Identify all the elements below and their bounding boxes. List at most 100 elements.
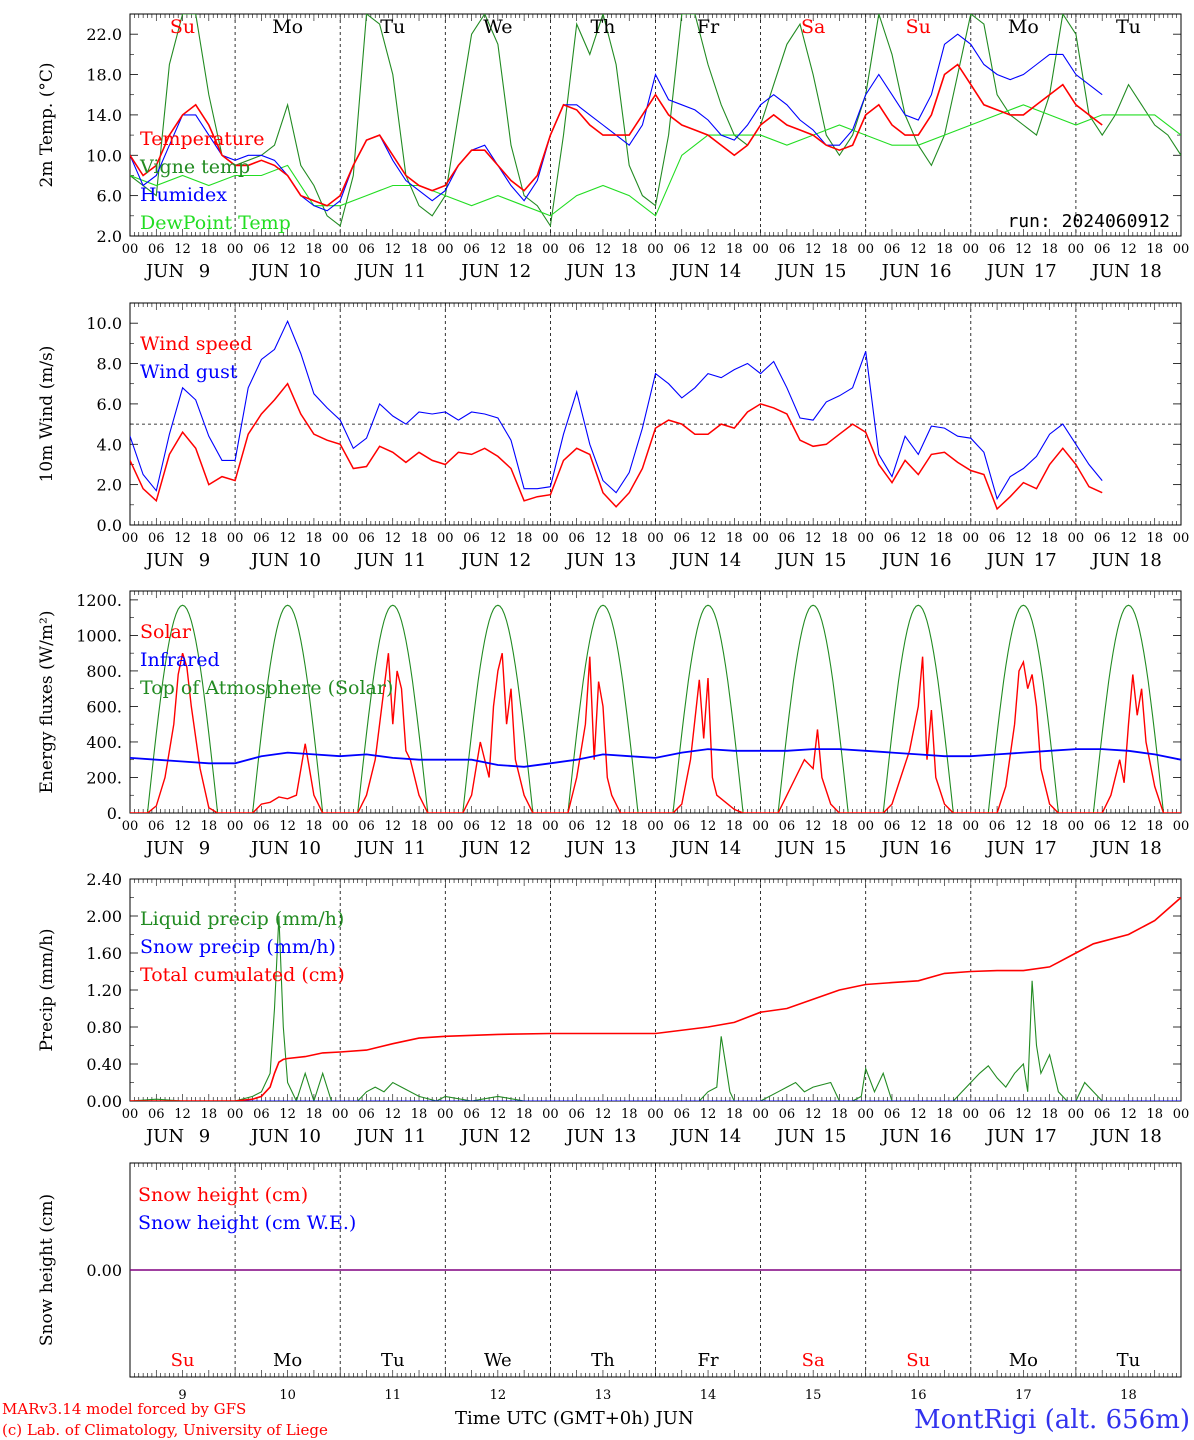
hour-tick-label: 00	[122, 1107, 139, 1122]
hour-tick-label: 00	[437, 1107, 454, 1122]
hour-tick-label: 18	[726, 1107, 743, 1122]
hour-tick-label: 18	[1146, 819, 1163, 834]
month-label: JUN	[249, 261, 289, 282]
hour-tick-label: 00	[332, 531, 349, 546]
hour-tick-label: 12	[490, 242, 507, 257]
day-name: Fr	[697, 16, 720, 38]
hour-tick-label: 00	[122, 531, 139, 546]
month-label: JUN	[249, 550, 289, 571]
date-label: 18	[1139, 1126, 1162, 1147]
series-dewpoint-temp	[130, 104, 1181, 217]
hour-tick-label: 18	[726, 819, 743, 834]
hour-tick-label: 12	[910, 819, 927, 834]
hour-tick-label: 06	[148, 531, 165, 546]
hour-tick-label: 00	[227, 242, 244, 257]
month-label: JUN	[775, 1126, 815, 1147]
legend-liquid-precip-mm-h-: Liquid precip (mm/h)	[140, 908, 344, 930]
date-label: 15	[805, 1388, 822, 1403]
hour-tick-label: 12	[700, 819, 717, 834]
hour-tick-label: 00	[1068, 1107, 1085, 1122]
hour-tick-label: 00	[857, 242, 874, 257]
hour-tick-label: 06	[989, 819, 1006, 834]
hour-tick-label: 18	[516, 531, 533, 546]
date-label: 10	[298, 1126, 321, 1147]
hour-tick-label: 18	[201, 531, 218, 546]
month-label: JUN	[880, 550, 920, 571]
month-label: JUN	[459, 838, 499, 859]
date-label: 10	[298, 550, 321, 571]
date-label: 10	[279, 1388, 296, 1403]
date-label: 16	[929, 550, 952, 571]
month-label: JUN	[459, 1126, 499, 1147]
temp-panel: 2m Temp. (°C) 2.0 6.0 10.0 14.0 18.0 22.0 00 06 1…	[37, 13, 1189, 282]
series-humidex	[130, 33, 1103, 212]
hour-tick-label: 00	[647, 531, 664, 546]
legend-vigne-temp: Vigne temp	[139, 156, 250, 178]
hour-tick-label: 18	[411, 819, 428, 834]
month-label: JUN	[669, 838, 709, 859]
hour-tick-label: 12	[595, 531, 612, 546]
hour-tick-label: 12	[174, 531, 191, 546]
y-tick-label: 1.20	[86, 981, 122, 1000]
day-name: Th	[590, 16, 615, 38]
hour-tick-label: 06	[568, 242, 585, 257]
hour-tick-label: 06	[358, 819, 375, 834]
y-tick-label: 0.00	[86, 1092, 122, 1111]
hour-tick-label: 06	[253, 242, 270, 257]
hour-tick-label: 00	[227, 819, 244, 834]
date-label: 14	[700, 1388, 717, 1403]
hour-tick-label: 06	[1094, 1107, 1111, 1122]
hour-tick-label: 18	[936, 819, 953, 834]
hour-tick-label: 00	[1173, 1107, 1190, 1122]
hour-tick-label: 00	[1173, 819, 1190, 834]
y-tick-label: 6.0	[97, 187, 122, 206]
y-tick-label: 6.0	[97, 395, 122, 414]
hour-tick-label: 12	[1120, 819, 1137, 834]
day-name: We	[483, 16, 512, 38]
hour-tick-label: 18	[201, 242, 218, 257]
hour-tick-label: 00	[752, 242, 769, 257]
energy-panel: Energy fluxes (W/m²) 0. 200. 400. 600. 800. 10…	[37, 590, 1190, 859]
hour-tick-label: 18	[411, 242, 428, 257]
hour-tick-label: 12	[279, 531, 296, 546]
hour-tick-label: 00	[227, 531, 244, 546]
hour-tick-label: 18	[1146, 1107, 1163, 1122]
hour-tick-label: 00	[752, 819, 769, 834]
month-label: JUN	[459, 550, 499, 571]
hour-tick-label: 00	[647, 1107, 664, 1122]
temp-lines	[130, 14, 1181, 228]
y-tick-label: 2.40	[86, 870, 122, 889]
hour-tick-label: 12	[805, 531, 822, 546]
date-label: 16	[929, 1126, 952, 1147]
hour-tick-label: 18	[1041, 242, 1058, 257]
hour-tick-label: 12	[174, 242, 191, 257]
y-tick-label: 14.0	[86, 106, 122, 125]
month-label: JUN	[985, 550, 1025, 571]
hour-tick-label: 06	[779, 242, 796, 257]
legend-snow-height-cm-w-e-: Snow height (cm W.E.)	[138, 1212, 356, 1234]
hour-tick-label: 00	[332, 1107, 349, 1122]
hour-tick-label: 00	[752, 531, 769, 546]
legend-total-cumulated-cm-: Total cumulated (cm)	[140, 964, 345, 986]
hour-tick-label: 06	[884, 531, 901, 546]
hour-tick-label: 06	[779, 1107, 796, 1122]
hour-tick-label: 12	[700, 1107, 717, 1122]
y-tick-label: 18.0	[86, 66, 122, 85]
hour-tick-label: 18	[306, 819, 323, 834]
y-tick-label: 0.40	[86, 1055, 122, 1074]
month-label: JUN	[880, 838, 920, 859]
hour-tick-label: 12	[910, 242, 927, 257]
day-name: Su	[170, 16, 195, 38]
hour-tick-label: 00	[857, 819, 874, 834]
hour-tick-label: 06	[1094, 819, 1111, 834]
month-label: JUN	[1090, 838, 1130, 859]
legend-snow-height-cm-: Snow height (cm)	[138, 1184, 308, 1206]
hour-tick-label: 12	[805, 1107, 822, 1122]
hour-tick-label: 00	[963, 1107, 980, 1122]
hour-tick-label: 18	[726, 531, 743, 546]
hour-tick-label: 06	[674, 1107, 691, 1122]
y-tick-label: 1200.	[76, 591, 122, 610]
day-name: Mo	[272, 16, 303, 38]
hour-tick-label: 00	[1068, 819, 1085, 834]
hour-tick-label: 06	[253, 1107, 270, 1122]
